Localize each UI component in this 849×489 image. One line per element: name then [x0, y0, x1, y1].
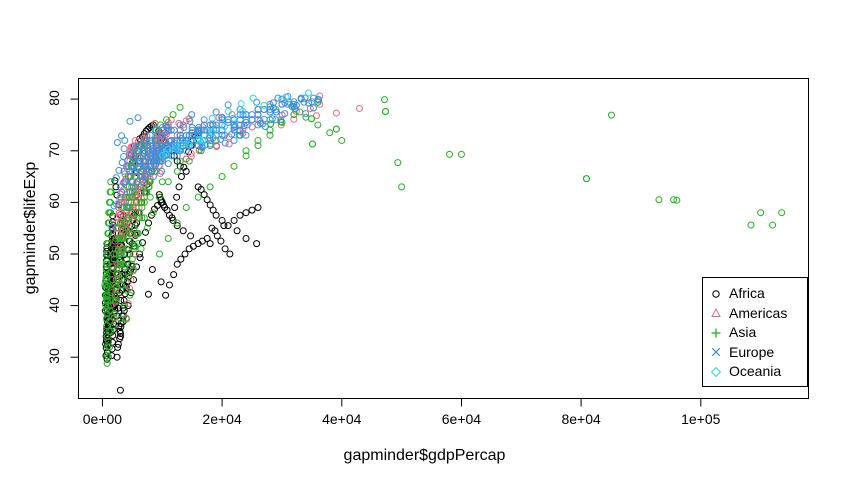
y-tick-label: 30 [45, 348, 62, 364]
legend-item-europe[interactable]: Europe [703, 343, 809, 362]
x-tick-label: 6e+04 [441, 410, 482, 427]
legend-item-oceania[interactable]: Oceania [703, 362, 809, 381]
plot-box [78, 78, 809, 399]
legend-diamond-icon [703, 362, 729, 381]
x-axis-ticks [101, 398, 702, 407]
y-tick-label: 80 [45, 90, 62, 106]
y-tick-label: 60 [45, 193, 62, 210]
series-oceania [159, 89, 312, 159]
x-axis-title: gapminder$gdpPercap [343, 447, 506, 464]
x-tick-label: 1e+05 [681, 410, 721, 427]
legend-circle-icon [703, 284, 729, 303]
legend: Africa Americas Asia Europe Oceania [702, 277, 808, 387]
legend-item-africa[interactable]: Africa [703, 284, 809, 303]
legend-item-label: Asia [729, 324, 757, 340]
legend-item-label: Africa [729, 285, 765, 301]
legend-item-label: Europe [729, 343, 775, 360]
x-tick-label: 2e+04 [202, 410, 242, 427]
legend-item-americas[interactable]: Americas [703, 304, 809, 323]
legend-cross-icon [703, 343, 729, 362]
legend-item-label: Americas [729, 304, 788, 321]
y-tick-label: 50 [45, 245, 62, 261]
x-tick-label: 8e+04 [561, 410, 601, 427]
data-points-layer [101, 89, 786, 394]
x-tick-label: 4e+04 [322, 410, 362, 427]
legend-triangle-icon [703, 304, 729, 323]
y-tick-label: 70 [45, 141, 62, 158]
series-asia [101, 96, 786, 367]
x-tick-label: 0e+00 [82, 410, 123, 427]
y-axis-ticks [70, 98, 79, 358]
y-axis-title: gapminder$lifeExp [22, 161, 39, 295]
legend-item-asia[interactable]: Asia [703, 323, 809, 342]
legend-item-label: Oceania [729, 363, 782, 379]
y-tick-label: 40 [45, 296, 62, 313]
axes-layer [70, 78, 809, 407]
legend-plus-icon [703, 323, 729, 342]
